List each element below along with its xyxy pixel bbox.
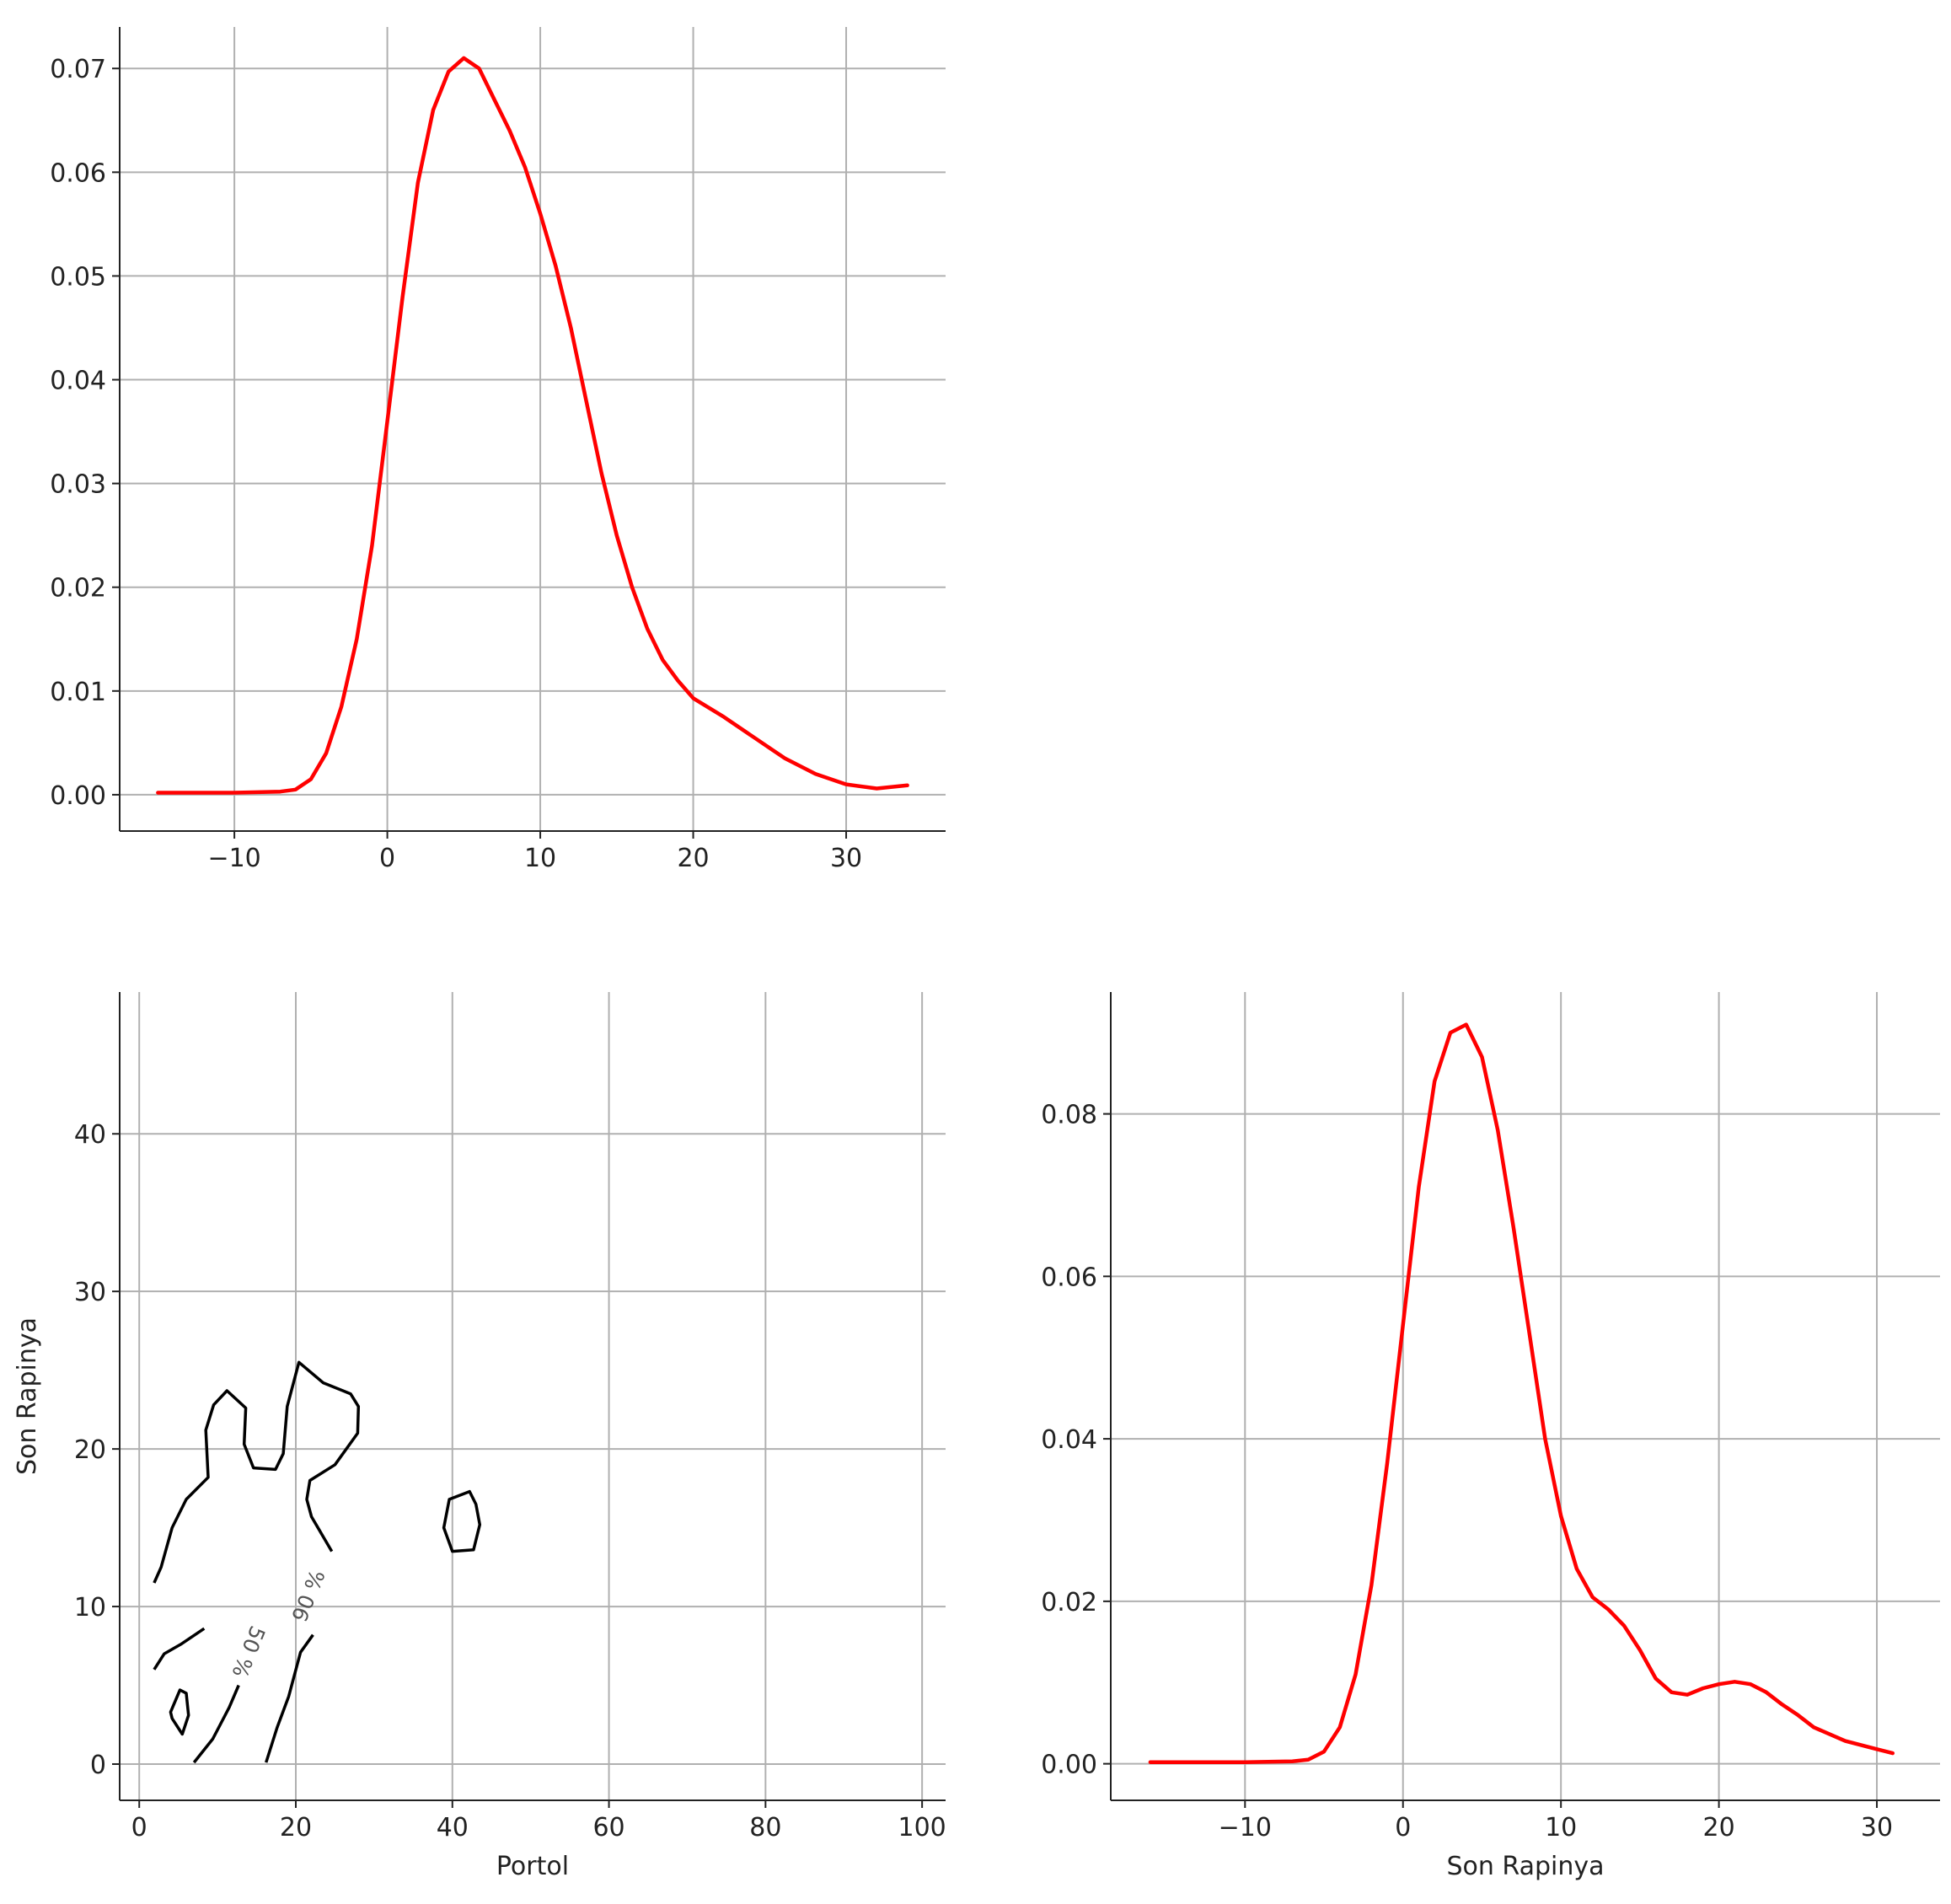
density-curve-line (156, 56, 909, 795)
x-tick-label: 80 (749, 1813, 781, 1842)
y-tick-label: 0.01 (50, 678, 106, 707)
x-tick-label: −10 (207, 844, 260, 873)
x-tick-label: 0 (379, 844, 395, 873)
x-axis-title: Portol (496, 1852, 569, 1881)
y-tick-label: 0.03 (50, 470, 106, 500)
contour-label-90: 90 % (287, 1567, 330, 1626)
y-tick-label: 40 (74, 1120, 106, 1150)
x-tick-label: 30 (830, 844, 862, 873)
y-tick-label: 0.06 (1041, 1263, 1097, 1292)
x-tick-label: 60 (592, 1813, 624, 1842)
x-tick-label: 30 (1861, 1813, 1893, 1842)
y-tick-label: 0.00 (1041, 1751, 1097, 1780)
contour-line (153, 1627, 206, 1671)
contour-line (265, 1633, 314, 1763)
y-tick-label: 0.08 (1041, 1101, 1097, 1130)
chart-panel-top-left: −10 0 10 20 30 0.00 0.01 0.02 0.03 0.04 0.05 0.06 0.… (50, 27, 946, 873)
x-tick-label: 20 (280, 1813, 312, 1842)
contour-line (192, 1684, 240, 1764)
x-tick-label: 10 (1545, 1813, 1577, 1842)
x-tick-label: 100 (898, 1813, 946, 1842)
x-tick-label: 20 (677, 844, 709, 873)
y-tick-label: 0.02 (1041, 1588, 1097, 1617)
x-tick-label: −10 (1219, 1813, 1272, 1842)
x-tick-label: 20 (1703, 1813, 1735, 1842)
contour-line (169, 1688, 190, 1736)
x-tick-label: 10 (524, 844, 556, 873)
x-tick-label: 0 (1395, 1813, 1411, 1842)
contour-line (442, 1489, 482, 1553)
contour-label-50: 50 % (227, 1622, 270, 1681)
x-axis-title: Son Rapinya (1446, 1852, 1604, 1881)
y-axis-title: Son Rapinya (13, 1317, 42, 1475)
y-tick-label: 10 (74, 1593, 106, 1622)
x-tick-label: 0 (131, 1813, 147, 1842)
chart-panel-bottom-left: 0 20 40 60 80 100 0 10 20 30 40 Portol Son Rapinya 90… (13, 992, 946, 1881)
y-tick-label: 0.04 (1041, 1425, 1097, 1455)
y-tick-label: 0.00 (50, 781, 106, 811)
y-tick-label: 0 (90, 1751, 106, 1780)
x-tick-label: 40 (437, 1813, 469, 1842)
y-tick-label: 0.06 (50, 158, 106, 188)
y-tick-label: 0.05 (50, 262, 106, 292)
chart-panel-bottom-right: −10 0 10 20 30 0.00 0.02 0.04 0.06 0.08 Son Rapiny… (1041, 992, 1940, 1881)
y-tick-label: 0.04 (50, 367, 106, 396)
density-curve-line (1148, 1022, 1895, 1764)
y-tick-label: 0.07 (50, 55, 106, 84)
y-tick-label: 20 (74, 1435, 106, 1465)
contour-line (153, 1360, 361, 1584)
y-tick-label: 0.02 (50, 574, 106, 603)
y-tick-label: 30 (74, 1278, 106, 1307)
